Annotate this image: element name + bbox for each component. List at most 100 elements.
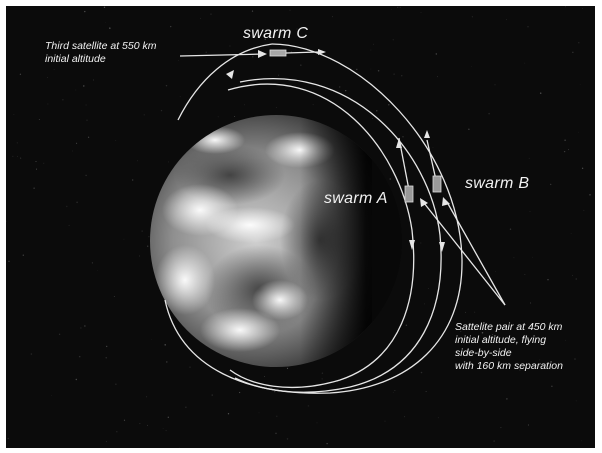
star — [425, 391, 427, 392]
star — [289, 9, 291, 11]
star — [481, 332, 484, 334]
star — [33, 187, 35, 189]
star — [506, 19, 507, 21]
star — [432, 147, 434, 148]
star — [53, 69, 55, 70]
star — [217, 116, 219, 118]
star — [146, 396, 148, 398]
star — [30, 353, 33, 355]
star — [370, 49, 372, 51]
star — [460, 330, 462, 333]
star — [494, 271, 496, 272]
orbit-swarm-b — [234, 78, 442, 393]
star — [132, 179, 134, 181]
star — [86, 119, 88, 121]
star — [519, 369, 521, 371]
star — [62, 99, 64, 101]
label-third-satellite-line2: initial altitude — [45, 53, 106, 65]
star — [356, 68, 358, 71]
star — [141, 230, 143, 232]
star — [151, 339, 152, 340]
star — [541, 338, 542, 340]
star — [471, 66, 472, 67]
star — [420, 12, 422, 13]
star — [76, 142, 78, 144]
star — [91, 262, 93, 264]
star — [404, 416, 406, 418]
star — [47, 103, 49, 105]
label-pair-line1: Sattelite pair at 450 km — [455, 321, 563, 333]
star — [570, 233, 572, 234]
label-third-satellite-line1: Third satellite at 550 km — [45, 40, 157, 52]
star — [113, 296, 115, 298]
star — [38, 118, 40, 121]
satellite-icon — [404, 185, 414, 203]
star — [392, 391, 394, 393]
star — [563, 150, 566, 153]
star — [516, 188, 518, 190]
star — [143, 114, 145, 116]
satellite-icon — [269, 49, 287, 57]
star — [103, 6, 106, 9]
star — [51, 395, 52, 396]
star — [370, 68, 372, 70]
star — [572, 51, 574, 53]
star — [43, 162, 45, 164]
star — [278, 74, 280, 76]
star — [332, 16, 334, 18]
star — [211, 394, 213, 396]
star — [492, 333, 494, 336]
star — [530, 302, 532, 304]
star — [229, 45, 231, 47]
star — [115, 383, 117, 385]
star — [162, 428, 164, 430]
star — [137, 160, 138, 162]
space-background: swarm C Third satellite at 550 km initia… — [6, 6, 595, 448]
orbit-swarm-c-upper — [177, 43, 273, 121]
star — [105, 441, 107, 443]
star — [115, 140, 117, 141]
star — [109, 27, 111, 29]
star — [80, 327, 82, 329]
star — [312, 104, 314, 106]
star — [547, 279, 549, 281]
star — [12, 155, 14, 158]
star — [68, 224, 70, 226]
star — [468, 128, 470, 130]
star — [85, 174, 87, 177]
star — [138, 255, 141, 257]
star — [575, 400, 577, 402]
star — [166, 361, 168, 363]
star — [66, 205, 68, 208]
star — [123, 238, 125, 240]
star — [300, 64, 302, 66]
pointer-lines — [179, 50, 506, 306]
star — [474, 311, 476, 313]
star — [147, 245, 149, 247]
star — [485, 276, 487, 279]
star — [165, 84, 168, 87]
satellite-icon — [432, 175, 442, 193]
star — [8, 260, 10, 262]
star — [437, 417, 439, 419]
orbit-swarm-c — [164, 43, 463, 394]
star — [22, 254, 24, 256]
star — [16, 142, 18, 144]
star — [251, 10, 254, 12]
star — [493, 440, 495, 442]
star — [76, 201, 78, 204]
star — [20, 157, 22, 159]
star — [85, 104, 87, 106]
star — [296, 28, 298, 30]
star — [497, 335, 499, 337]
star — [104, 22, 106, 23]
star — [500, 427, 502, 429]
star — [437, 76, 438, 78]
star — [116, 431, 118, 433]
star — [529, 211, 531, 213]
star — [532, 256, 533, 258]
star — [527, 26, 529, 28]
star — [391, 9, 392, 10]
star — [160, 109, 163, 112]
star — [389, 178, 391, 180]
